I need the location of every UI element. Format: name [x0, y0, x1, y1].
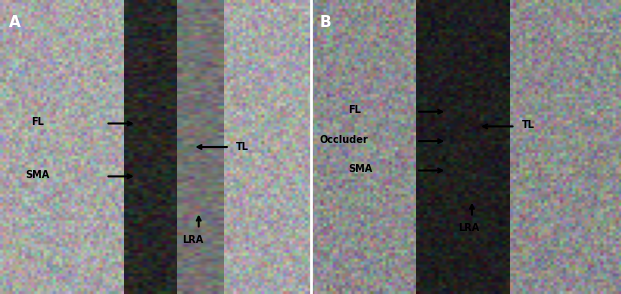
Text: FL: FL: [348, 105, 361, 115]
Text: FL: FL: [31, 117, 44, 127]
Text: LRA: LRA: [458, 223, 479, 233]
Text: A: A: [9, 15, 21, 30]
Text: LRA: LRA: [182, 235, 203, 245]
Text: B: B: [320, 15, 332, 30]
Text: Occluder: Occluder: [320, 135, 369, 145]
Text: TL: TL: [236, 142, 249, 152]
Text: SMA: SMA: [348, 164, 372, 174]
Text: SMA: SMA: [25, 170, 49, 180]
Text: TL: TL: [522, 120, 535, 130]
